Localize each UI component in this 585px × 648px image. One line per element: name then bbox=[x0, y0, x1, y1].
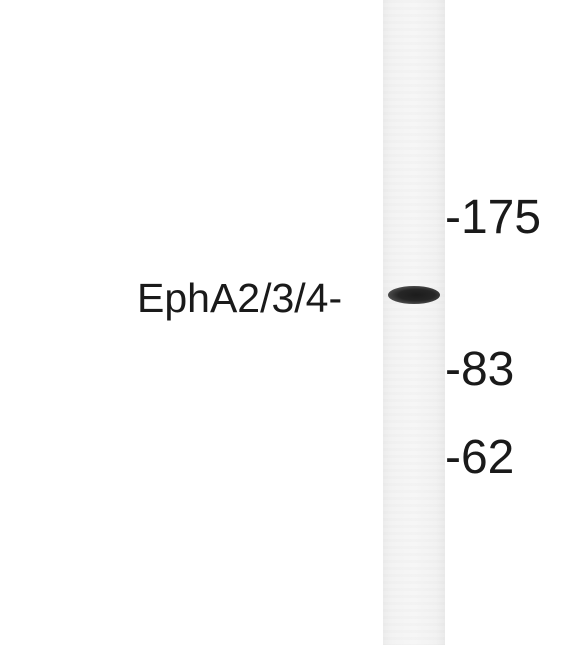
marker-label-175: -175 bbox=[445, 191, 542, 244]
marker-label-83: -83 bbox=[445, 343, 515, 396]
marker-label-62: -62 bbox=[445, 431, 515, 484]
protein-band bbox=[388, 286, 440, 304]
blot-lane-texture bbox=[383, 0, 445, 645]
blot-lane bbox=[383, 0, 445, 645]
target-protein-label: EphA2/3/4- bbox=[137, 275, 343, 321]
